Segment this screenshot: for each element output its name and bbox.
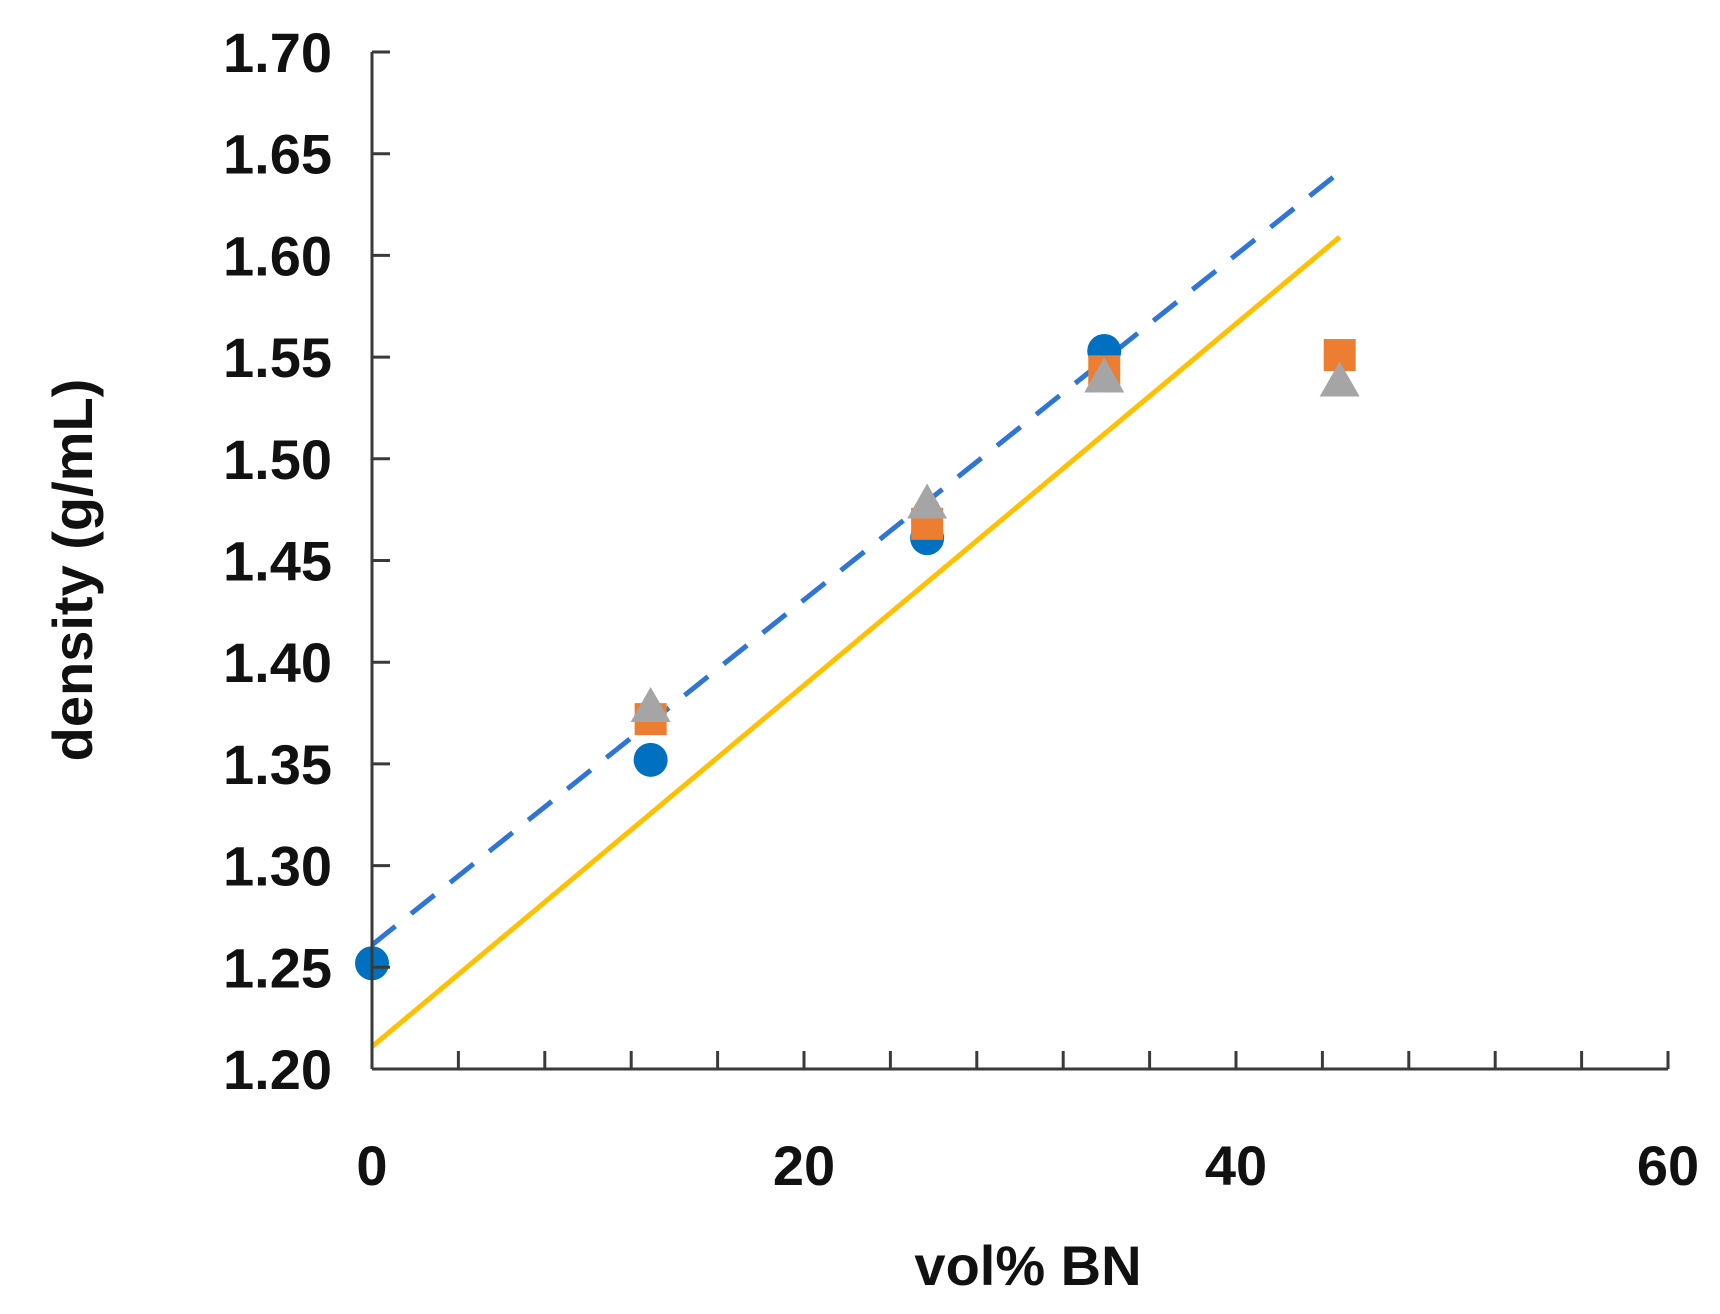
y-axis-title: density (g/mL) <box>41 379 104 762</box>
y-tick-labels: 1.20 1.25 1.30 1.35 1.40 1.45 1.50 1.55 1.60 1.65… <box>223 21 332 1101</box>
triangle-marker <box>907 483 948 519</box>
y-tick-label: 1.55 <box>223 326 332 389</box>
y-tick-label: 1.60 <box>223 224 332 287</box>
x-tick-label: 40 <box>1205 1134 1267 1197</box>
y-tick-label: 1.30 <box>223 835 332 898</box>
data-points-layer <box>355 333 1360 981</box>
fit-lines-layer <box>370 170 1342 1049</box>
y-tick-label: 1.65 <box>223 123 332 186</box>
triangle-marker <box>1084 357 1125 393</box>
y-tick-label: 1.70 <box>223 21 332 84</box>
y-tick-label: 1.45 <box>223 530 332 593</box>
y-tick-label: 1.40 <box>223 631 332 694</box>
x-axis-title: vol% BN <box>914 1234 1141 1297</box>
x-tick-label: 60 <box>1637 1134 1699 1197</box>
triangle-marker <box>1319 361 1360 397</box>
x-tick-labels: 0 20 40 60 <box>356 1134 1699 1197</box>
axes-layer <box>370 50 1670 1071</box>
y-tick-label: 1.20 <box>223 1038 332 1101</box>
y-tick-label: 1.35 <box>223 733 332 796</box>
circle-marker <box>633 742 668 777</box>
solid-fit-line <box>370 235 1342 1049</box>
y-tick-label: 1.25 <box>223 936 332 999</box>
x-tick-label: 20 <box>773 1134 835 1197</box>
x-tick-label: 0 <box>356 1134 387 1197</box>
y-tick-label: 1.50 <box>223 428 332 491</box>
triangle-marker <box>630 686 671 722</box>
dashed-fit-line <box>370 170 1342 947</box>
